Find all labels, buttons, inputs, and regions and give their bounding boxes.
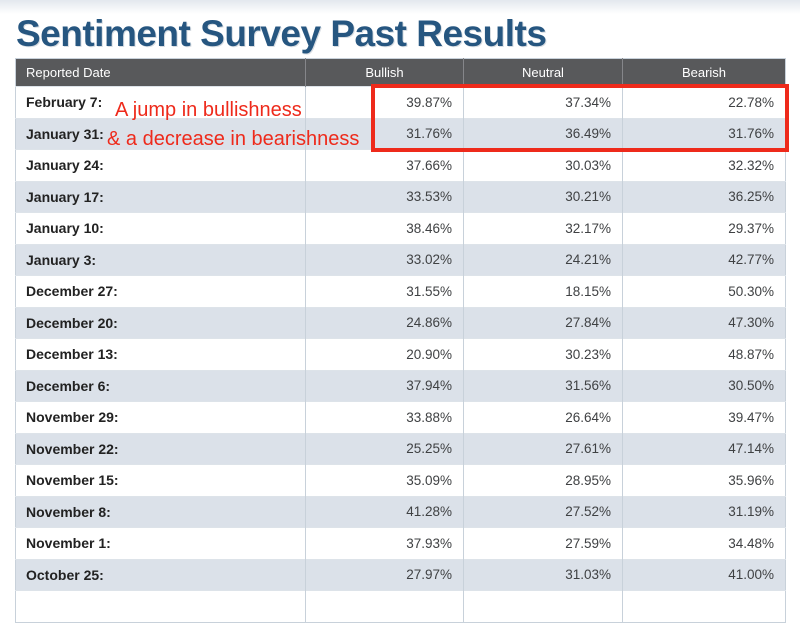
bullish-cell: 31.76% — [305, 117, 464, 150]
table-row: January 3: 33.02% 24.21% 42.77% — [15, 243, 786, 276]
date-cell: December 13: — [15, 338, 306, 370]
table-body: February 7: 39.87% 37.34% 22.78% January… — [15, 86, 786, 591]
neutral-cell: 18.15% — [463, 275, 623, 307]
column-header-bearish: Bearish — [622, 58, 786, 87]
date-cell: November 15: — [15, 464, 306, 496]
bullish-cell: 24.86% — [305, 306, 464, 339]
table-row: February 7: 39.87% 37.34% 22.78% — [15, 86, 786, 118]
annotation-text: A jump in bullishness & a decrease in be… — [107, 96, 359, 154]
neutral-cell: 27.52% — [463, 495, 623, 528]
header-row: Reported Date Bullish Neutral Bearish — [15, 58, 786, 87]
bullish-cell: 37.94% — [305, 369, 464, 402]
bullish-cell: 27.97% — [305, 558, 464, 591]
bearish-cell: 30.50% — [622, 369, 786, 402]
bullish-cell: 33.53% — [305, 180, 464, 213]
table-partial-row — [15, 590, 786, 622]
table-row: November 15: 35.09% 28.95% 35.96% — [15, 464, 786, 496]
date-cell: December 20: — [15, 306, 306, 339]
neutral-cell: 37.34% — [463, 86, 623, 118]
bullish-cell: 38.46% — [305, 212, 464, 244]
date-cell: November 1: — [15, 527, 306, 559]
table-row: January 10: 38.46% 32.17% 29.37% — [15, 212, 786, 244]
date-cell: November 29: — [15, 401, 306, 433]
neutral-cell: 32.17% — [463, 212, 623, 244]
bearish-cell: 34.48% — [622, 527, 786, 559]
table-header: Reported Date Bullish Neutral Bearish — [15, 58, 786, 87]
date-cell: December 6: — [15, 369, 306, 402]
bearish-cell: 47.30% — [622, 306, 786, 339]
neutral-cell: 27.84% — [463, 306, 623, 339]
column-header-reported-date: Reported Date — [15, 58, 306, 87]
table-row: January 17: 33.53% 30.21% 36.25% — [15, 180, 786, 213]
table-row: December 27: 31.55% 18.15% 50.30% — [15, 275, 786, 307]
neutral-cell: 30.23% — [463, 338, 623, 370]
date-cell: January 3: — [15, 243, 306, 276]
date-cell: December 27: — [15, 275, 306, 307]
bullish-cell: 39.87% — [305, 86, 464, 118]
neutral-cell: 36.49% — [463, 117, 623, 150]
table-row: December 6: 37.94% 31.56% 30.50% — [15, 369, 786, 402]
bearish-cell: 42.77% — [622, 243, 786, 276]
sentiment-survey-table: Reported Date Bullish Neutral Bearish Fe… — [15, 58, 786, 623]
date-cell: November 8: — [15, 495, 306, 528]
neutral-cell: 31.03% — [463, 558, 623, 591]
neutral-cell: 27.61% — [463, 432, 623, 465]
bullish-cell: 31.55% — [305, 275, 464, 307]
column-header-bullish: Bullish — [305, 58, 464, 87]
table-row: November 29: 33.88% 26.64% 39.47% — [15, 401, 786, 433]
table-row: November 8: 41.28% 27.52% 31.19% — [15, 495, 786, 528]
column-header-neutral: Neutral — [463, 58, 623, 87]
bullish-cell: 37.66% — [305, 149, 464, 181]
page-title: Sentiment Survey Past Results — [16, 13, 547, 54]
bearish-cell: 22.78% — [622, 86, 786, 118]
bullish-cell: 41.28% — [305, 495, 464, 528]
date-cell: November 22: — [15, 432, 306, 465]
table-row: November 1: 37.93% 27.59% 34.48% — [15, 527, 786, 559]
bullish-cell: 25.25% — [305, 432, 464, 465]
bullish-cell: 37.93% — [305, 527, 464, 559]
annotation-line-2: & a decrease in bearishness — [107, 128, 360, 150]
bullish-cell: 33.88% — [305, 401, 464, 433]
neutral-cell: 30.21% — [463, 180, 623, 213]
bearish-cell: 31.19% — [622, 495, 786, 528]
bearish-cell: 39.47% — [622, 401, 786, 433]
neutral-cell: 28.95% — [463, 464, 623, 496]
table-row: October 25: 27.97% 31.03% 41.00% — [15, 558, 786, 591]
neutral-cell: 30.03% — [463, 149, 623, 181]
neutral-cell: 24.21% — [463, 243, 623, 276]
bearish-cell: 31.76% — [622, 117, 786, 150]
bullish-cell: 35.09% — [305, 464, 464, 496]
bearish-cell: 32.32% — [622, 149, 786, 181]
table-row: January 24: 37.66% 30.03% 32.32% — [15, 149, 786, 181]
bullish-cell: 33.02% — [305, 243, 464, 276]
date-cell: January 17: — [15, 180, 306, 213]
date-cell: January 10: — [15, 212, 306, 244]
neutral-cell: 26.64% — [463, 401, 623, 433]
top-gradient — [0, 0, 800, 14]
date-cell: January 24: — [15, 149, 306, 181]
bearish-cell: 48.87% — [622, 338, 786, 370]
neutral-cell: 27.59% — [463, 527, 623, 559]
date-cell: January 31: — [15, 117, 306, 150]
table-row: January 31: 31.76% 36.49% 31.76% — [15, 117, 786, 150]
table-row-partial — [15, 590, 786, 622]
bullish-cell: 20.90% — [305, 338, 464, 370]
annotation-line-1: A jump in bullishness — [115, 99, 302, 121]
bearish-cell: 50.30% — [622, 275, 786, 307]
bearish-cell: 35.96% — [622, 464, 786, 496]
table-row: December 20: 24.86% 27.84% 47.30% — [15, 306, 786, 339]
table-row: December 13: 20.90% 30.23% 48.87% — [15, 338, 786, 370]
bearish-cell: 29.37% — [622, 212, 786, 244]
date-cell: October 25: — [15, 558, 306, 591]
bearish-cell: 41.00% — [622, 558, 786, 591]
bearish-cell: 36.25% — [622, 180, 786, 213]
bearish-cell: 47.14% — [622, 432, 786, 465]
date-cell: February 7: — [15, 86, 306, 118]
neutral-cell: 31.56% — [463, 369, 623, 402]
table-row: November 22: 25.25% 27.61% 47.14% — [15, 432, 786, 465]
